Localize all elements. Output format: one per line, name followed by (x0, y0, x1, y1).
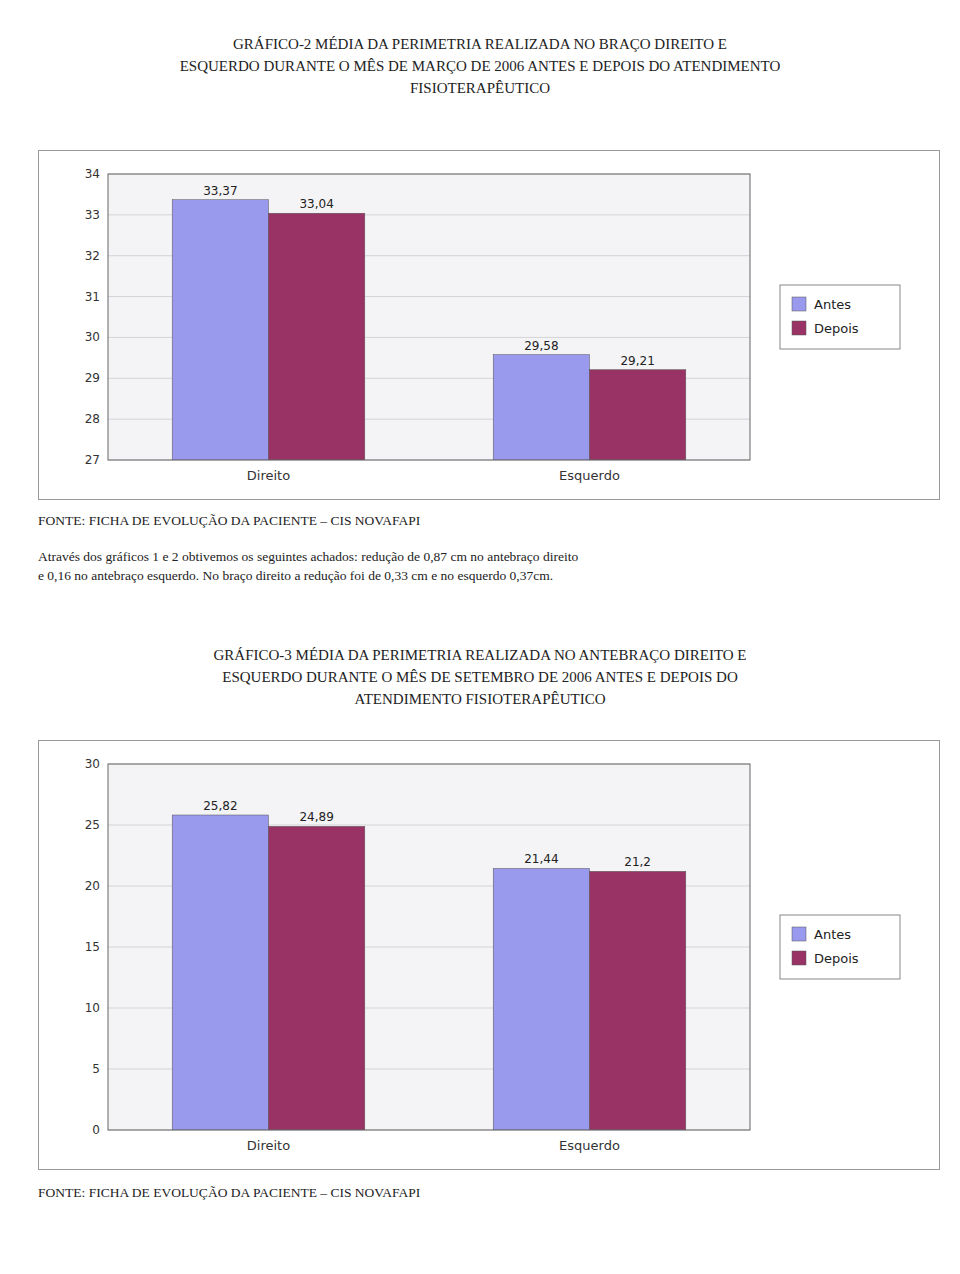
x-tick-label: Direito (247, 468, 290, 483)
legend-label: Antes (814, 927, 851, 942)
x-tick-label: Esquerdo (559, 468, 620, 483)
chart-title: GRÁFICO-2 MÉDIA DA PERIMETRIA REALIZADA … (38, 19, 922, 115)
x-tick-label: Esquerdo (559, 1138, 620, 1153)
chart-svg: 0 5 10 15 20 25 30 25,82 21,44 24,89 21,2 Direito Es… (38, 740, 940, 1170)
y-tick-label: 28 (85, 412, 100, 426)
chart-title: GRÁFICO-3 MÉDIA DA PERIMETRIA REALIZADA … (38, 630, 922, 726)
x-tick-label: Direito (247, 1138, 290, 1153)
axis-frame (108, 174, 750, 460)
legend-label: Antes (814, 297, 851, 312)
data-label: 29,21 (620, 354, 654, 368)
bar (269, 213, 365, 460)
y-tick-label: 33 (85, 208, 100, 222)
text-between: Através dos gráficos 1 e 2 obtivemos os … (38, 548, 922, 586)
chart-frame (39, 151, 940, 500)
y-tick-label: 5 (92, 1062, 100, 1076)
legend-label: Depois (814, 951, 859, 966)
source-note: FONTE: FICHA DE EVOLUÇÃO DA PACIENTE – C… (38, 1184, 922, 1203)
y-tick-label: 29 (85, 371, 100, 385)
legend (780, 285, 900, 349)
data-label: 21,2 (624, 855, 651, 869)
data-label: 33,37 (203, 184, 237, 198)
y-tick-label: 30 (85, 757, 100, 771)
legend-swatch (792, 951, 806, 965)
y-tick-label: 15 (85, 940, 100, 954)
y-tick-label: 31 (85, 290, 100, 304)
data-label: 25,82 (203, 799, 237, 813)
legend-label: Depois (814, 321, 859, 336)
legend-swatch (792, 927, 806, 941)
chart-frame (39, 741, 940, 1170)
legend-swatch (792, 321, 806, 335)
data-label: 29,58 (524, 339, 558, 353)
legend-swatch (792, 297, 806, 311)
plot-area (108, 764, 750, 1130)
chart-svg: 27 28 29 30 31 32 33 34 33,37 29,58 33,04 29,21 Dire… (38, 150, 940, 500)
data-label: 24,89 (299, 810, 333, 824)
y-tick-label: 25 (85, 818, 100, 832)
y-tick-label: 0 (92, 1123, 100, 1137)
bar (269, 826, 365, 1130)
axis-frame (108, 764, 750, 1130)
plot-area (108, 174, 750, 460)
y-tick-label: 34 (85, 167, 100, 181)
y-tick-label: 32 (85, 249, 100, 263)
bars (172, 200, 686, 460)
data-label: 33,04 (299, 197, 333, 211)
chart: 27 28 29 30 31 32 33 34 33,37 29,58 33,04 29,21 Dire… (38, 150, 940, 500)
y-tick-label: 27 (85, 453, 100, 467)
y-tick-label: 30 (85, 330, 100, 344)
bar (493, 868, 589, 1130)
data-label: 21,44 (524, 852, 558, 866)
y-tick-label: 10 (85, 1001, 100, 1015)
bar (590, 370, 686, 460)
chart: 0 5 10 15 20 25 30 25,82 21,44 24,89 21,2 Direito Es… (38, 740, 940, 1170)
bars (172, 815, 686, 1130)
bar (493, 355, 589, 460)
bar (590, 871, 686, 1130)
y-tick-label: 20 (85, 879, 100, 893)
bar (172, 815, 268, 1130)
legend (780, 915, 900, 979)
source-note: FONTE: FICHA DE EVOLUÇÃO DA PACIENTE – C… (38, 512, 922, 531)
bar (172, 200, 268, 460)
